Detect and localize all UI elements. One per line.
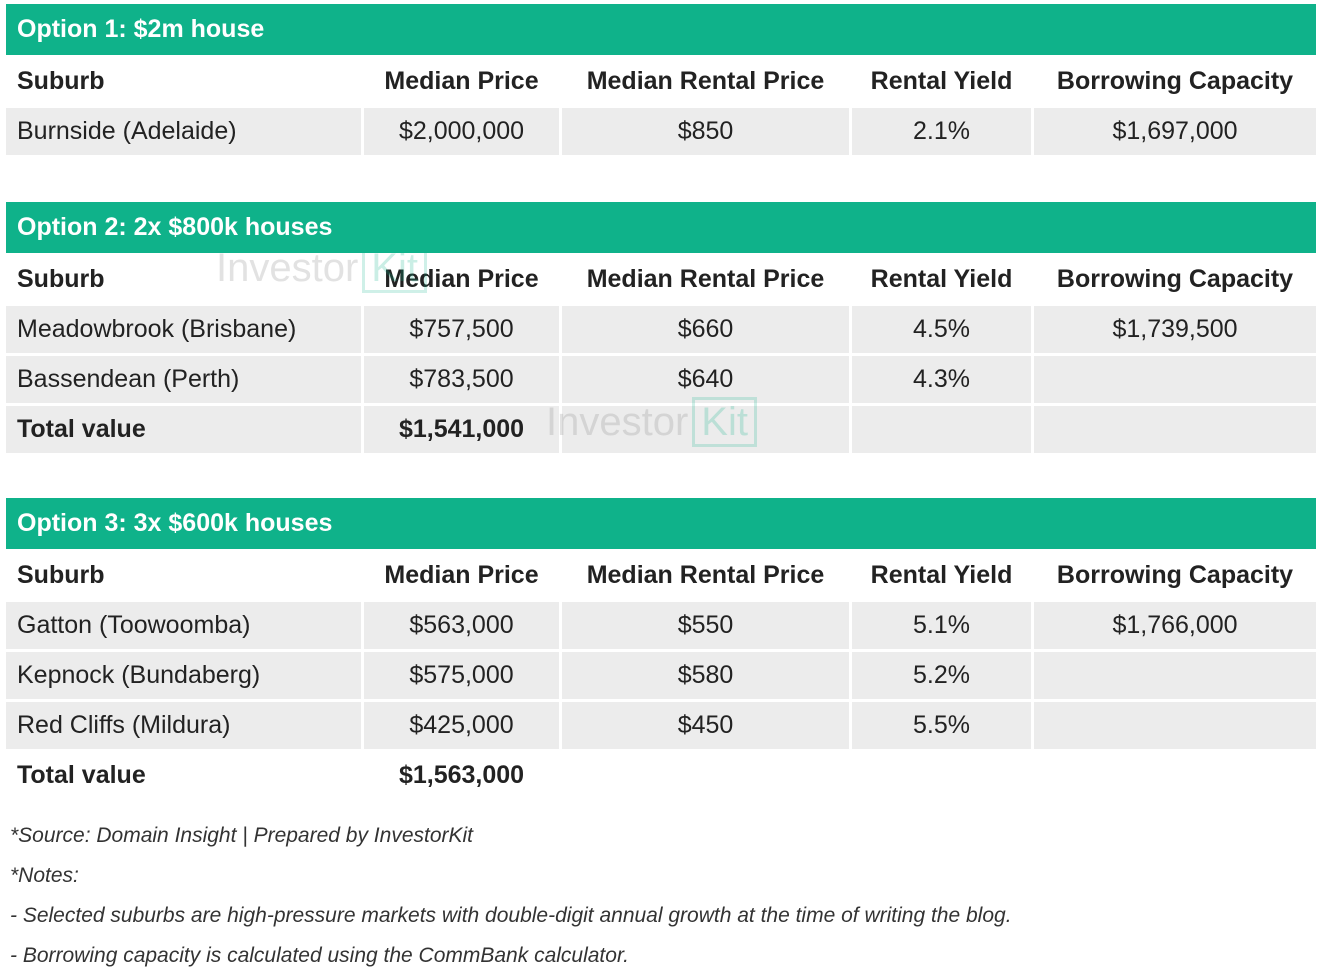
cell: $640 xyxy=(562,356,849,403)
header-cell: Median Rental Price xyxy=(586,264,825,293)
header-cell: Rental Yield xyxy=(870,560,1013,589)
cell: 2.1% xyxy=(852,108,1031,155)
table-title: Option 2: 2x $800k houses xyxy=(6,202,1316,253)
header-cell: Suburb xyxy=(17,560,105,589)
empty-cell xyxy=(1034,752,1316,799)
cell: $550 xyxy=(562,602,849,649)
cell: $425,000 xyxy=(364,702,559,749)
empty-cell xyxy=(562,752,849,799)
cell: $1,697,000 xyxy=(1034,108,1316,155)
header-cell: Median Price xyxy=(384,264,539,293)
header-cell: Borrowing Capacity xyxy=(1056,264,1294,293)
cell: $783,500 xyxy=(364,356,559,403)
cell: Total value xyxy=(17,761,146,789)
cell: $1,766,000 xyxy=(1034,602,1316,649)
cell: $757,500 xyxy=(364,306,559,353)
cell: $450 xyxy=(562,702,849,749)
header-cell: Borrowing Capacity xyxy=(1056,66,1294,95)
note: *Notes: xyxy=(10,864,79,887)
header-cell: Rental Yield xyxy=(870,264,1013,293)
empty-cell xyxy=(1034,702,1316,749)
header-cell: Suburb xyxy=(17,264,105,293)
cell: Gatton (Toowoomba) xyxy=(6,602,361,649)
cell: $1,563,000 xyxy=(398,761,525,789)
note: - Borrowing capacity is calculated using… xyxy=(10,944,629,967)
empty-cell xyxy=(1034,356,1316,403)
cell: 5.5% xyxy=(852,702,1031,749)
cell: Bassendean (Perth) xyxy=(6,356,361,403)
empty-cell xyxy=(562,406,849,453)
cell: $575,000 xyxy=(364,652,559,699)
cell: Red Cliffs (Mildura) xyxy=(6,702,361,749)
cell: 4.5% xyxy=(852,306,1031,353)
cell: 5.1% xyxy=(852,602,1031,649)
header-cell: Borrowing Capacity xyxy=(1056,560,1294,589)
table-title: Option 1: $2m house xyxy=(6,4,1316,55)
cell: Burnside (Adelaide) xyxy=(6,108,361,155)
cell: $563,000 xyxy=(364,602,559,649)
empty-cell xyxy=(1034,652,1316,699)
cell: $2,000,000 xyxy=(364,108,559,155)
cell: Kepnock (Bundaberg) xyxy=(6,652,361,699)
cell: Total value xyxy=(6,406,361,453)
header-cell: Suburb xyxy=(17,66,105,95)
cell: $850 xyxy=(562,108,849,155)
cell: $1,739,500 xyxy=(1034,306,1316,353)
header-cell: Median Rental Price xyxy=(586,66,825,95)
header-cell: Rental Yield xyxy=(870,66,1013,95)
cell: 4.3% xyxy=(852,356,1031,403)
empty-cell xyxy=(1034,406,1316,453)
header-cell: Median Rental Price xyxy=(586,560,825,589)
header-cell: Median Price xyxy=(384,66,539,95)
cell: $1,541,000 xyxy=(364,406,559,453)
note: - Selected suburbs are high-pressure mar… xyxy=(10,904,1012,927)
cell: $580 xyxy=(562,652,849,699)
empty-cell xyxy=(852,752,1031,799)
cell: 5.2% xyxy=(852,652,1031,699)
cell: $660 xyxy=(562,306,849,353)
empty-cell xyxy=(852,406,1031,453)
table-title: Option 3: 3x $600k houses xyxy=(6,498,1316,549)
header-cell: Median Price xyxy=(384,560,539,589)
note: *Source: Domain Insight | Prepared by In… xyxy=(10,824,474,847)
cell: Meadowbrook (Brisbane) xyxy=(6,306,361,353)
